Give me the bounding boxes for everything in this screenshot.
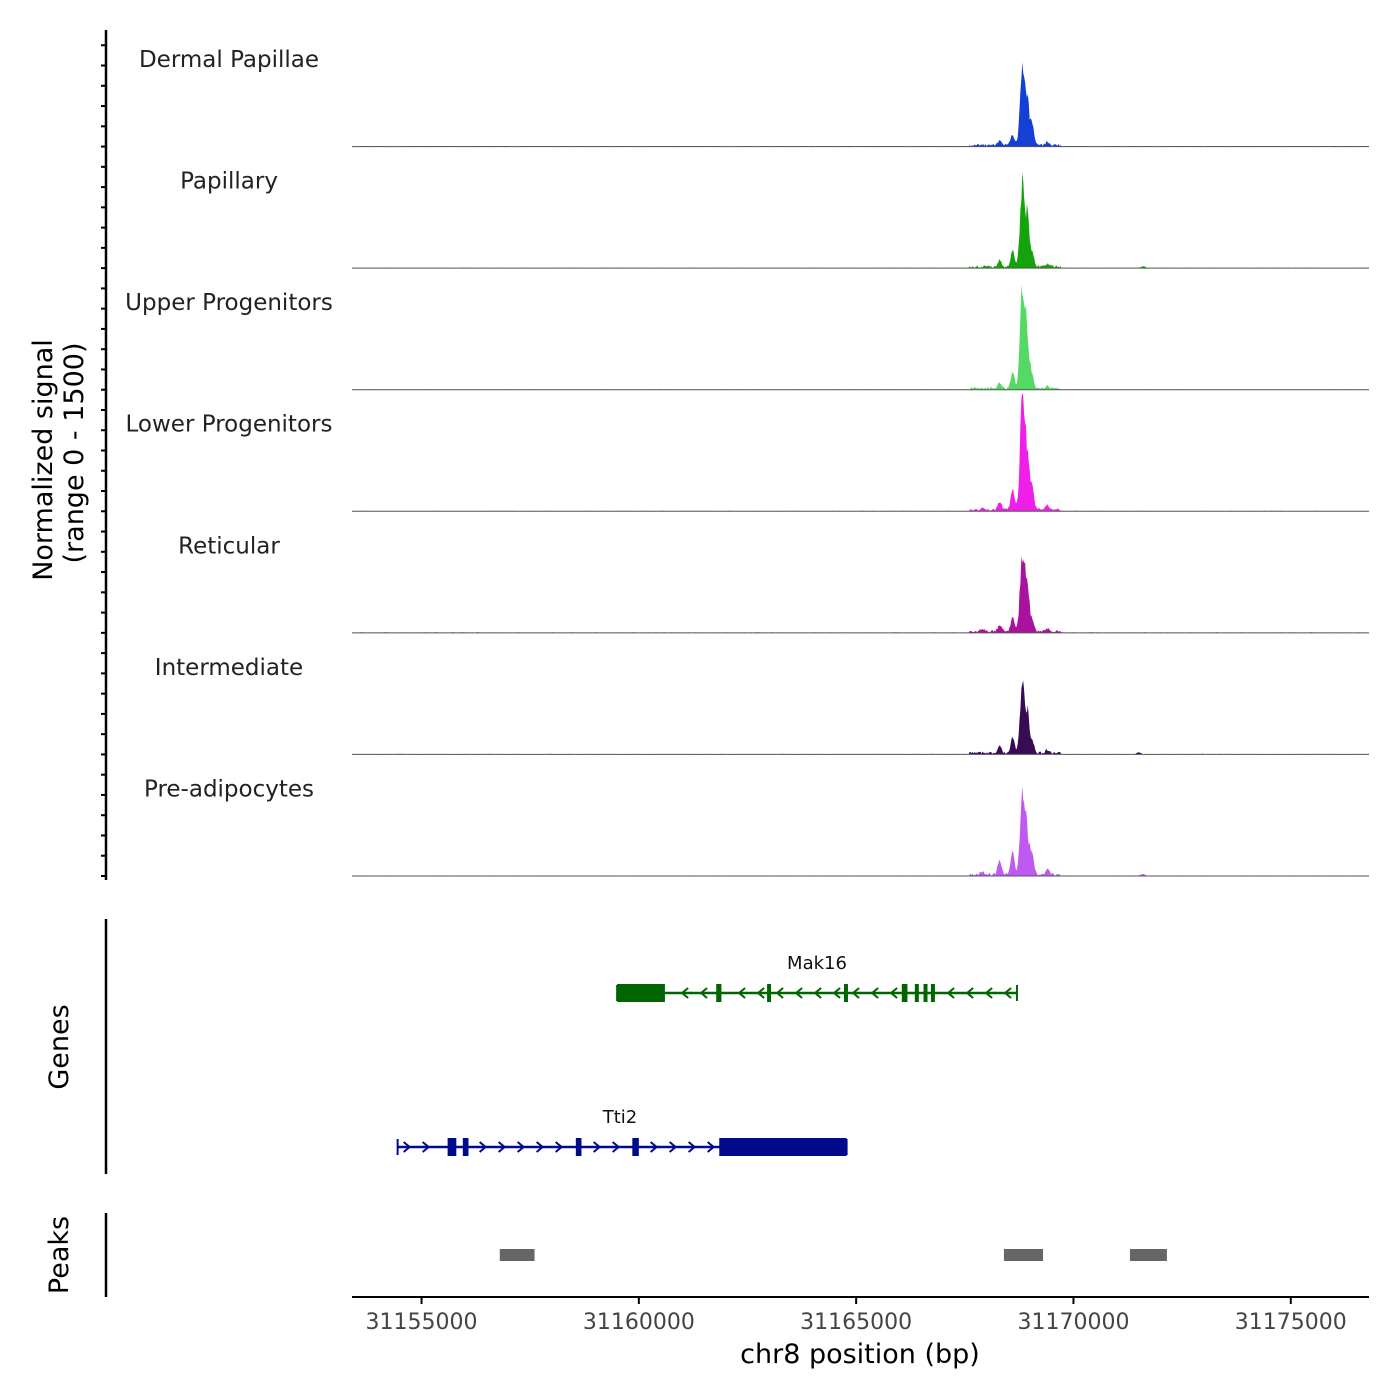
peak-region (1003, 1249, 1044, 1261)
gene-strand-arrow (478, 1141, 488, 1153)
x-tick-label: 31165000 (800, 1310, 912, 1335)
gene-strand-arrow (668, 1141, 678, 1153)
x-axis-title: chr8 position (bp) (740, 1339, 980, 1370)
gene-strand-arrow (699, 987, 708, 999)
track-label: Dermal Papillae (139, 47, 319, 73)
x-axis: 31155000 31160000 31165000 31170000 31175000 (366, 1297, 1347, 1335)
track-coverage-area (352, 786, 1369, 876)
gene-strand-arrow (794, 987, 803, 999)
x-tick-label: 31170000 (1017, 1310, 1129, 1335)
gene-exon (767, 984, 772, 1002)
gene-exon (575, 1138, 582, 1156)
gene-strand-arrow (649, 1141, 659, 1153)
track-coverage-area (352, 392, 1369, 512)
gene-strand-arrow (516, 1141, 526, 1153)
gene-strand-arrow (611, 1141, 621, 1153)
gene-strand-arrow (402, 1141, 412, 1153)
gene-strand-arrow (775, 987, 784, 999)
gene-exon (930, 984, 935, 1002)
track-coverage-area (352, 62, 1369, 147)
gene-strand-arrow (813, 987, 822, 999)
gene-strand-arrow (554, 1141, 564, 1153)
gene-strand-arrow (737, 987, 746, 999)
track-upper-progenitors: Upper Progenitors (125, 284, 1369, 391)
signal-tracks: Dermal Papillae Papillary Upper Progenitor… (125, 47, 1369, 877)
gene-exon (719, 1138, 847, 1156)
track-label: Papillary (180, 169, 278, 195)
gene-exon (843, 984, 848, 1002)
gene-strand-arrow (421, 1141, 431, 1153)
peak-regions (499, 1249, 1167, 1261)
peak-region (499, 1249, 535, 1261)
gene-label: Tti2 (602, 1107, 638, 1128)
gene-exon (914, 984, 919, 1002)
track-papillary: Papillary (180, 169, 1369, 269)
peak-region (1129, 1249, 1167, 1261)
gene-exon (462, 1138, 469, 1156)
track-label: Reticular (178, 533, 280, 559)
track-lower-progenitors: Lower Progenitors (126, 392, 1369, 512)
gene-strand-arrow (965, 987, 974, 999)
track-coverage-area (352, 680, 1369, 755)
gene-strand-arrow (946, 987, 955, 999)
gene-strand-arrow (687, 1141, 697, 1153)
gene-strand-arrow (592, 1141, 602, 1153)
track-intermediate: Intermediate (155, 655, 1369, 755)
gene-exon (632, 1138, 639, 1156)
track-label: Intermediate (155, 655, 303, 681)
x-tick-label: 31175000 (1235, 1310, 1347, 1335)
gene-exon (901, 984, 908, 1002)
gene-strand-arrow (756, 987, 765, 999)
gene-exon (923, 984, 928, 1002)
x-tick-label: 31155000 (366, 1310, 478, 1335)
gene-strand-arrow (535, 1141, 545, 1153)
gene-exon (447, 1138, 457, 1156)
gene-strand-arrow (497, 1141, 507, 1153)
track-coverage-area (352, 284, 1369, 390)
signal-y-axis-title-line1: Normalized signal (28, 339, 59, 581)
x-tick-label: 31160000 (583, 1310, 695, 1335)
gene-strand-arrow (984, 987, 993, 999)
gene-strand-arrow (851, 987, 860, 999)
signal-y-axis-title-line2: (range 0 - 1500) (59, 343, 90, 564)
peaks-panel-title: Peaks (44, 1216, 75, 1294)
gene-exon (617, 984, 665, 1002)
gene-mak16: Mak16 (616, 953, 1018, 1002)
gene-tti2: Tti2 (396, 1107, 848, 1156)
gene-exon (716, 984, 722, 1002)
track-dermal-papillae: Dermal Papillae (139, 47, 1369, 148)
gene-strand-arrow (680, 987, 689, 999)
gene-annotations: Mak16 Tti2 (396, 953, 1018, 1156)
track-pre-adipocytes: Pre-adipocytes (144, 776, 1369, 877)
gene-strand-arrow (870, 987, 879, 999)
track-label: Lower Progenitors (126, 412, 333, 438)
gene-strand-arrow (889, 987, 898, 999)
track-label: Upper Progenitors (125, 290, 333, 316)
track-reticular: Reticular (178, 533, 1369, 634)
gene-label: Mak16 (787, 953, 847, 974)
gene-strand-arrow (1003, 987, 1012, 999)
gene-strand-arrow (706, 1141, 716, 1153)
track-label: Pre-adipocytes (144, 776, 314, 802)
gene-strand-arrow (832, 987, 841, 999)
track-coverage-area (352, 172, 1369, 269)
signal-y-axis (101, 30, 108, 880)
track-coverage-area (352, 555, 1369, 633)
genes-panel-title: Genes (44, 1004, 75, 1089)
